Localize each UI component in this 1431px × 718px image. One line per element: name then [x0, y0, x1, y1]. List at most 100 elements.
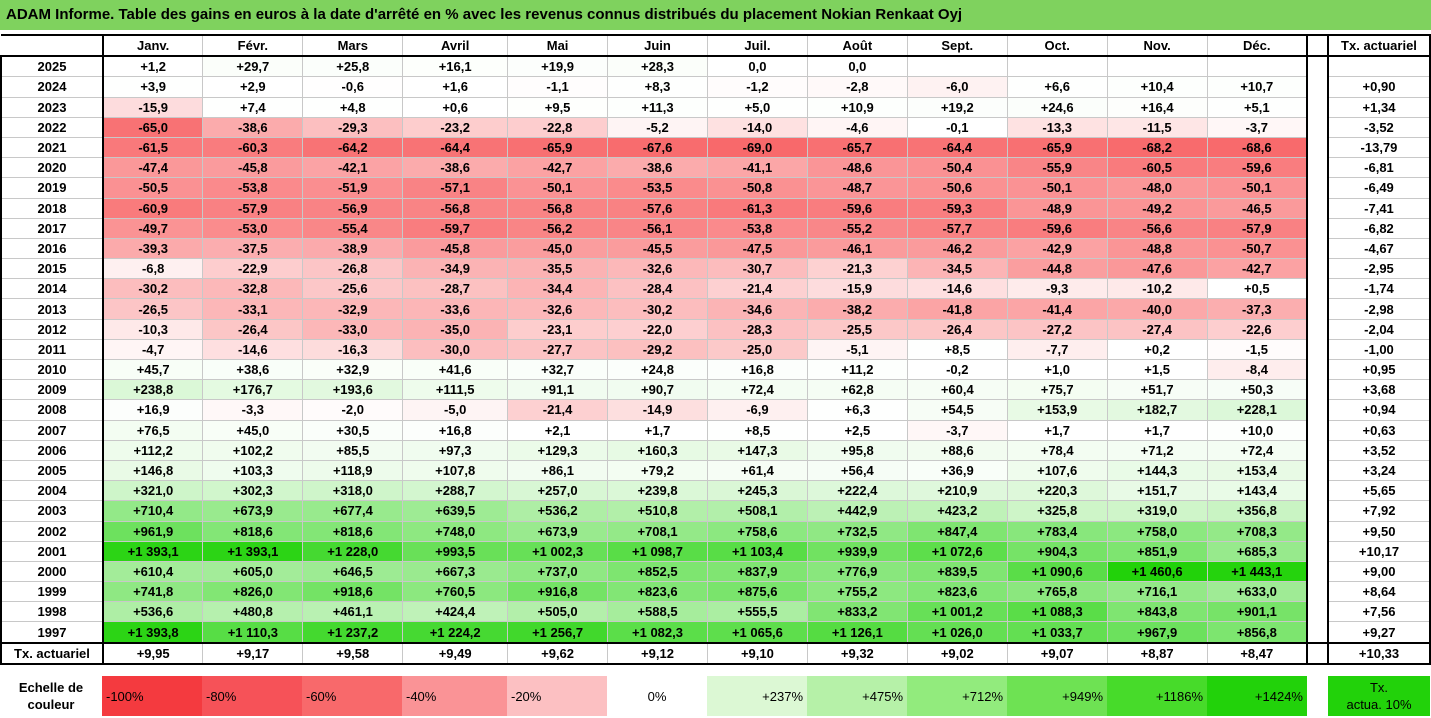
gain-cell: -47,5: [706, 237, 808, 260]
gain-cell: -37,5: [202, 237, 304, 260]
gain-cell: +732,5: [806, 520, 908, 542]
row-year: 2010: [0, 358, 104, 381]
gain-cell: -38,2: [806, 298, 908, 320]
gain-cell: +588,5: [607, 601, 708, 623]
row-actuarial-rate: +7,92: [1326, 500, 1431, 522]
gain-cell: -50,5: [102, 177, 204, 199]
gain-cell: +1 393,1: [102, 540, 204, 562]
gain-cell: +245,3: [706, 480, 808, 502]
gain-cell: +1 072,6: [906, 540, 1008, 562]
row-year: 2002: [0, 520, 104, 542]
table-row: 2019 -50,5 -53,8 -51,9 -57,1 -50,1 -53,5 -50,8-…: [0, 177, 1431, 199]
month-header: Mai: [507, 33, 609, 58]
gain-cell: -38,6: [402, 157, 509, 179]
color-scale-step: +1186%: [1107, 676, 1207, 716]
row-actuarial-rate: -1,00: [1326, 338, 1431, 361]
row-year: 2000: [0, 560, 104, 583]
footer-rate: +9,49: [402, 641, 509, 665]
gain-cell: +91,1: [507, 379, 609, 401]
table-row: 1999 +741,8 +826,0 +918,6 +760,5 +916,8 +823,6…: [0, 581, 1431, 603]
row-year: 2013: [0, 298, 104, 320]
gain-cell: +826,0: [202, 581, 304, 603]
column-spacer: [1307, 359, 1328, 380]
gain-cell: -38,6: [202, 116, 304, 138]
gain-cell: +118,9: [302, 459, 404, 482]
gain-cell: -57,1: [402, 177, 509, 199]
gain-cell: +61,4: [706, 459, 808, 482]
gain-cell: -14,6: [202, 338, 304, 361]
actuarial-scale-line1: Tx.: [1369, 680, 1389, 695]
column-spacer: [1307, 238, 1328, 259]
gain-cell: -1,2: [706, 76, 808, 98]
row-actuarial-rate: +9,27: [1326, 621, 1431, 644]
gain-cell: +97,3: [402, 439, 509, 461]
gain-cell: +1 002,3: [507, 540, 609, 562]
month-header: Janv.: [102, 33, 204, 58]
row-year: 2018: [0, 197, 104, 219]
table-row: 2017 -49,7 -53,0 -55,4 -59,7 -56,2 -56,1 -53,8-…: [0, 217, 1431, 239]
gain-cell: +5,1: [1206, 96, 1308, 118]
gain-cell: -16,3: [302, 338, 404, 361]
gain-cell: +993,5: [402, 540, 509, 562]
gain-cell: -50,8: [706, 177, 808, 199]
column-spacer: [1307, 581, 1328, 602]
gain-cell: +321,0: [102, 480, 204, 502]
gain-cell: -27,2: [1006, 318, 1108, 340]
gain-cell: +0,6: [402, 96, 509, 118]
footer-rate: +9,17: [202, 641, 304, 665]
gain-cell: +904,3: [1006, 540, 1108, 562]
gain-cell: -56,8: [507, 197, 609, 219]
gain-cell: -1,1: [507, 76, 609, 98]
gain-cell: -65,0: [102, 116, 204, 138]
table-row: 1998 +536,6 +480,8 +461,1 +424,4 +505,0 +588,5…: [0, 601, 1431, 623]
gain-cell: +103,3: [202, 459, 304, 482]
gain-cell: -22,0: [607, 318, 708, 340]
gain-cell: +2,9: [202, 76, 304, 98]
gain-cell: +508,1: [706, 500, 808, 522]
gain-cell: +238,8: [102, 379, 204, 401]
gain-cell: +79,2: [607, 459, 708, 482]
gain-cell: +1 443,1: [1206, 560, 1308, 583]
column-spacer: [1307, 33, 1328, 58]
gain-cell: +90,7: [607, 379, 708, 401]
gain-cell: [1106, 55, 1208, 78]
row-actuarial-rate: -13,79: [1326, 136, 1431, 159]
gain-cell: +182,7: [1106, 399, 1208, 421]
scale-spacer: [1307, 676, 1328, 716]
column-spacer: [1307, 97, 1328, 118]
gain-cell: -57,7: [906, 217, 1008, 239]
gain-cell: -6,9: [706, 399, 808, 421]
gain-cell: +823,6: [906, 581, 1008, 603]
row-actuarial-rate: -6,82: [1326, 217, 1431, 239]
gain-cell: +107,8: [402, 459, 509, 482]
gain-cell: -55,4: [302, 217, 404, 239]
gain-cell: -56,8: [402, 197, 509, 219]
gain-cell: +823,6: [607, 581, 708, 603]
gain-cell: +62,8: [806, 379, 908, 401]
gain-cell: +536,6: [102, 601, 204, 623]
gain-cell: -4,6: [806, 116, 908, 138]
month-header: Févr.: [202, 33, 304, 58]
gain-cell: -29,3: [302, 116, 404, 138]
color-scale-step: -80%: [202, 676, 302, 716]
gain-cell: -61,3: [706, 197, 808, 219]
gain-cell: -27,7: [507, 338, 609, 361]
gain-cell: +0,2: [1106, 338, 1208, 361]
table-row: 2008 +16,9 -3,3 -2,0 -5,0 -21,4 -14,9 -6,9 +6,3 +…: [0, 399, 1431, 421]
gain-cell: -49,7: [102, 217, 204, 239]
gain-cell: +29,7: [202, 55, 304, 78]
gain-cell: -41,1: [706, 157, 808, 179]
gain-cell: +143,4: [1206, 480, 1308, 502]
gain-cell: -41,8: [906, 298, 1008, 320]
row-year: 2015: [0, 258, 104, 280]
gain-cell: +1,7: [1106, 419, 1208, 441]
footer-rate: +9,10: [706, 641, 808, 665]
table-row: 2024 +3,9 +2,9 -0,6 +1,6 -1,1 +8,3 -1,2 -2,8 -6,0…: [0, 76, 1431, 98]
gain-cell: +1 088,3: [1006, 601, 1108, 623]
gain-cell: +837,9: [706, 560, 808, 583]
gain-cell: -46,5: [1206, 197, 1308, 219]
gain-cell: -48,0: [1106, 177, 1208, 199]
gain-cell: -65,7: [806, 136, 908, 159]
row-actuarial-rate: +3,24: [1326, 459, 1431, 482]
gain-cell: -53,8: [706, 217, 808, 239]
